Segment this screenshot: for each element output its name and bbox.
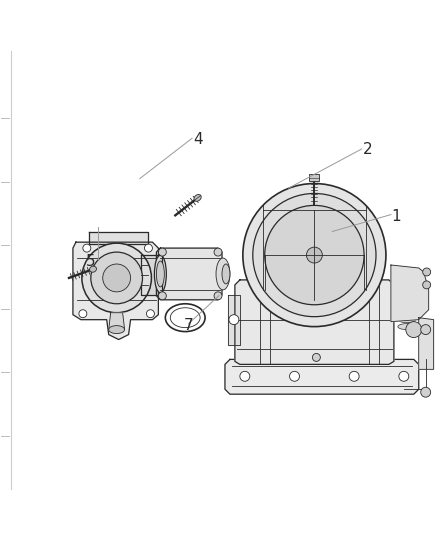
Ellipse shape [398,324,416,329]
Polygon shape [228,295,240,344]
Ellipse shape [398,296,416,302]
Circle shape [229,314,239,325]
Ellipse shape [194,195,201,201]
Polygon shape [73,242,159,340]
Circle shape [214,248,222,256]
Circle shape [421,325,431,335]
Ellipse shape [398,310,416,316]
Circle shape [214,292,222,300]
Ellipse shape [222,264,230,284]
Circle shape [159,292,166,300]
Ellipse shape [398,289,416,295]
Circle shape [79,310,87,318]
Ellipse shape [398,282,416,288]
Circle shape [145,244,152,252]
Bar [309,174,319,181]
Circle shape [290,372,300,381]
Ellipse shape [170,308,200,328]
Circle shape [159,248,166,256]
Ellipse shape [109,326,124,334]
Polygon shape [89,232,148,244]
Polygon shape [156,248,222,300]
Circle shape [406,321,422,337]
Circle shape [83,244,91,252]
Ellipse shape [165,304,205,332]
Polygon shape [225,359,419,394]
Polygon shape [391,265,429,321]
Circle shape [423,281,431,289]
Text: 4: 4 [193,132,202,147]
Polygon shape [141,255,162,295]
Text: 2: 2 [363,142,372,157]
Ellipse shape [156,261,164,287]
Circle shape [103,264,131,292]
Ellipse shape [398,317,416,322]
Circle shape [423,268,431,276]
Circle shape [82,243,152,313]
Ellipse shape [398,303,416,309]
Text: 5: 5 [86,254,96,269]
Circle shape [240,372,250,381]
Ellipse shape [155,255,166,293]
Polygon shape [419,318,434,369]
Circle shape [146,310,155,318]
Circle shape [421,387,431,397]
Circle shape [265,205,364,305]
Circle shape [253,193,376,317]
Text: 7: 7 [184,318,193,333]
Ellipse shape [90,266,96,272]
Circle shape [312,353,320,361]
Ellipse shape [216,258,230,290]
Text: 1: 1 [391,209,400,224]
Polygon shape [109,313,124,329]
Circle shape [349,372,359,381]
Circle shape [243,183,386,327]
Circle shape [307,247,322,263]
Ellipse shape [398,275,416,281]
Circle shape [399,372,409,381]
Polygon shape [235,280,394,365]
Circle shape [91,252,142,304]
